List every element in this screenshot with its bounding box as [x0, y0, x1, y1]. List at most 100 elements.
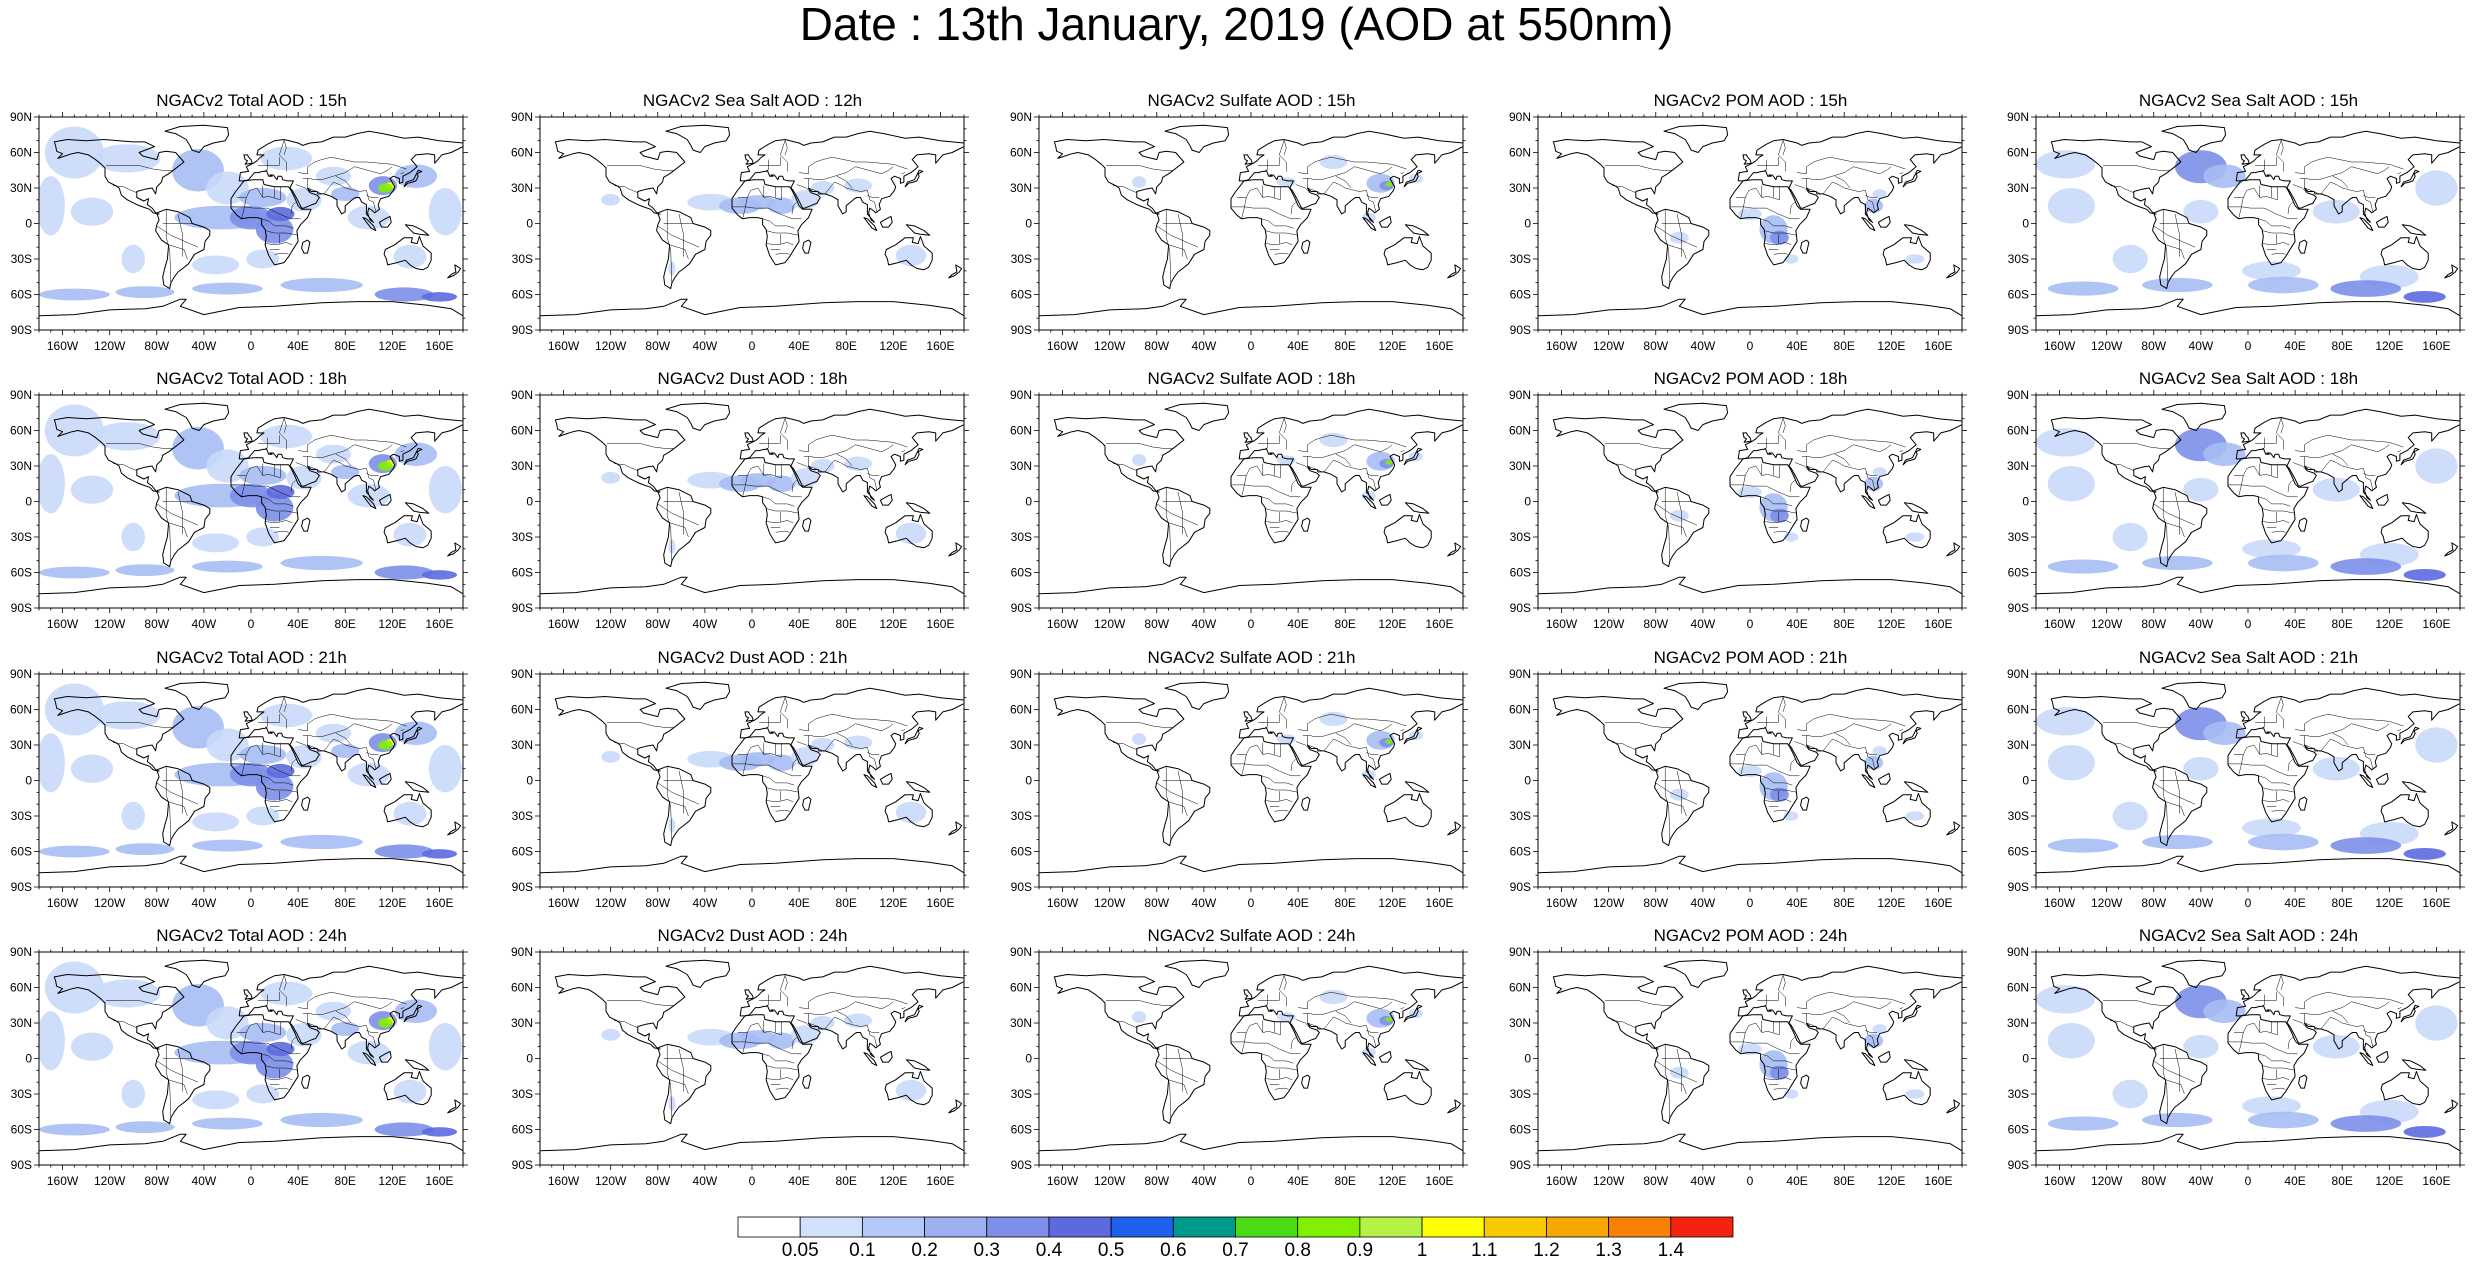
- country-border: [867, 1025, 878, 1047]
- aod-plume: [2036, 428, 2095, 457]
- country-border: [2110, 1020, 2134, 1028]
- country-border: [2351, 723, 2390, 732]
- lon-tick-label: 0: [1747, 617, 1754, 631]
- country-border: [2320, 1016, 2364, 1030]
- aod-plume: [1408, 173, 1423, 184]
- lat-tick-label: 30N: [1509, 459, 1531, 473]
- lon-tick-label: 120E: [879, 339, 907, 353]
- country-border: [295, 741, 311, 750]
- aod-plume: [331, 464, 360, 480]
- aod-plume: [331, 743, 360, 759]
- aod-plume: [1132, 454, 1147, 466]
- country-border: [321, 444, 355, 458]
- country-border: [1298, 991, 1407, 1010]
- map-panel: NGACv2 POM AOD : 18h 90N 60N 30N 0 30S 60S 90S 1…: [1500, 368, 2000, 633]
- aod-plume: [1408, 451, 1423, 462]
- coastline-antarctica: [2036, 855, 2460, 887]
- coastline-south-america: [1155, 486, 1211, 568]
- country-border: [607, 443, 674, 449]
- country-border: [1156, 1060, 1199, 1083]
- axis-ticks: [1533, 390, 1967, 613]
- coastline-antarctica: [1538, 855, 1962, 887]
- aod-plume: [1385, 739, 1393, 744]
- lon-tick-label: 160E: [2422, 339, 2450, 353]
- aod-plume: [393, 1079, 427, 1104]
- country-border: [2258, 496, 2291, 507]
- country-border: [2174, 1048, 2180, 1092]
- aod-plume: [1905, 254, 1925, 264]
- country-border: [1899, 729, 1904, 732]
- country-border: [766, 508, 800, 514]
- aod-plume: [192, 1090, 240, 1110]
- lat-tick-label: 60N: [10, 146, 32, 160]
- country-border: [2110, 463, 2134, 471]
- lat-tick-label: 0: [2022, 1052, 2029, 1066]
- lon-tick-label: 160E: [425, 617, 453, 631]
- map-panel: NGACv2 POM AOD : 24h 90N 60N 30N 0 30S 60S 90S 1…: [1500, 925, 2000, 1190]
- country-border: [298, 156, 407, 175]
- country-border: [168, 522, 188, 538]
- map-panel: NGACv2 Sea Salt AOD : 15h 90N 60N 30N 0 30S 60…: [1998, 90, 2473, 355]
- country-border: [168, 1079, 188, 1095]
- coastline-south-america: [1654, 765, 1710, 847]
- coastline-sumatra: [863, 1052, 878, 1067]
- coastline-new-zealand: [1946, 542, 1961, 557]
- country-border: [780, 975, 788, 1007]
- lon-tick-label: 120E: [2375, 1174, 2403, 1188]
- aod-plume: [2330, 837, 2402, 854]
- coastline-japan: [1403, 447, 1423, 466]
- country-border: [1295, 462, 1311, 471]
- lat-tick-label: 30N: [1010, 181, 1032, 195]
- lon-tick-label: 160W: [47, 339, 79, 353]
- country-border: [1822, 181, 1866, 195]
- country-border: [1354, 166, 1393, 175]
- map-panel: NGACv2 Sea Salt AOD : 12h 90N 60N 30N 0 30S 60…: [502, 90, 1002, 355]
- country-border: [799, 156, 908, 175]
- lon-tick-label: 0: [2245, 1174, 2252, 1188]
- country-border: [1290, 480, 1296, 493]
- aod-plume: [2415, 727, 2458, 763]
- coastline-north-america: [2050, 974, 2182, 1050]
- country-border: [1757, 157, 1779, 166]
- coastline-africa: [1230, 457, 1312, 544]
- lon-tick-label: 40E: [1287, 617, 1308, 631]
- coastline-australia: [383, 1071, 432, 1106]
- coastline-new-guinea: [404, 502, 430, 514]
- aod-plume: [668, 261, 676, 276]
- aod-plume: [2242, 818, 2301, 838]
- coastlines: [2036, 402, 2460, 608]
- country-border: [1757, 435, 1779, 444]
- country-border: [1740, 743, 1780, 776]
- panel-title: NGACv2 POM AOD : 21h: [1653, 648, 1848, 667]
- lon-tick-label: 120E: [1378, 617, 1406, 631]
- country-border: [1676, 770, 1682, 814]
- country-border: [2287, 202, 2293, 215]
- colorbar-swatch: [986, 1216, 1050, 1238]
- map-canvas: 90N 60N 30N 0 30S 60S 90S 160W 120W 80W 40W 0 40E 80E…: [2007, 945, 2465, 1188]
- country-border: [1156, 782, 1199, 805]
- country-border: [1295, 1019, 1311, 1028]
- country-border: [2363, 751, 2376, 755]
- panel-title: NGACv2 POM AOD : 15h: [1653, 91, 1848, 110]
- coastline-australia: [884, 514, 933, 549]
- country-border: [302, 1013, 322, 1015]
- lon-tick-label: 160W: [548, 1174, 580, 1188]
- aod-plume: [192, 1117, 263, 1130]
- lat-tick-label: 0: [25, 495, 32, 509]
- country-border: [1764, 230, 1798, 236]
- lon-tick-label: 120W: [1094, 1174, 1126, 1188]
- aod-plume: [810, 458, 835, 474]
- lon-tick-label: 80E: [836, 617, 857, 631]
- aod-plume: [2112, 1079, 2148, 1109]
- coastline-new-zealand: [948, 264, 963, 279]
- aod-plume: [843, 178, 873, 193]
- coastline-eurasia: [739, 408, 964, 501]
- lat-tick-label: 60S: [1011, 1123, 1032, 1137]
- country-border: [2174, 770, 2180, 814]
- aod-field: [601, 1013, 927, 1111]
- coastline-north-america: [53, 417, 185, 493]
- country-border: [1760, 775, 1793, 786]
- lon-tick-label: 120E: [879, 896, 907, 910]
- aod-plume: [393, 801, 427, 826]
- aod-plume: [1669, 788, 1689, 801]
